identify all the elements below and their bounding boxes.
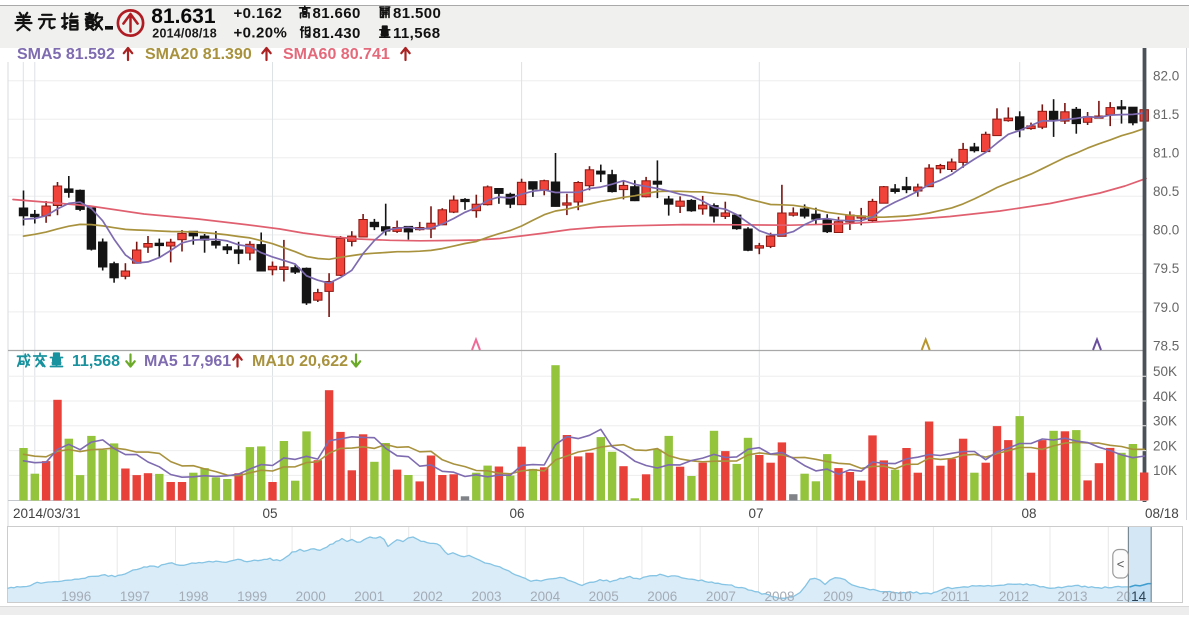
svg-text:79.5: 79.5 bbox=[1153, 261, 1179, 276]
svg-text:81.500: 81.500 bbox=[393, 5, 441, 22]
svg-text:1999: 1999 bbox=[237, 589, 267, 604]
svg-text:20K: 20K bbox=[1153, 438, 1177, 453]
svg-text:1997: 1997 bbox=[120, 589, 150, 604]
svg-text:SMA20 81.390: SMA20 81.390 bbox=[145, 46, 252, 63]
svg-text:81.5: 81.5 bbox=[1153, 107, 1179, 122]
svg-text:06: 06 bbox=[509, 506, 524, 521]
svg-text:11,568: 11,568 bbox=[72, 353, 120, 370]
svg-text:11,568: 11,568 bbox=[393, 25, 440, 42]
svg-text:2005: 2005 bbox=[589, 589, 619, 604]
svg-text:14: 14 bbox=[1131, 589, 1147, 604]
svg-text:80.5: 80.5 bbox=[1153, 184, 1179, 199]
svg-text:10K: 10K bbox=[1153, 463, 1177, 478]
svg-text:80.0: 80.0 bbox=[1153, 223, 1179, 238]
svg-text:81.430: 81.430 bbox=[313, 25, 361, 42]
svg-text:SMA5 81.592: SMA5 81.592 bbox=[17, 46, 115, 63]
svg-text:2014/03/31: 2014/03/31 bbox=[13, 506, 81, 521]
svg-text:50K: 50K bbox=[1153, 364, 1177, 379]
svg-text:1998: 1998 bbox=[178, 589, 208, 604]
svg-text:MA10 20,622: MA10 20,622 bbox=[252, 353, 348, 370]
svg-text:2002: 2002 bbox=[413, 589, 443, 604]
svg-text:SMA60 80.741: SMA60 80.741 bbox=[283, 46, 390, 63]
svg-text:2007: 2007 bbox=[706, 589, 736, 604]
svg-text:20: 20 bbox=[1116, 589, 1131, 604]
svg-text:05: 05 bbox=[262, 506, 277, 521]
svg-text:1996: 1996 bbox=[61, 589, 91, 604]
svg-text:2010: 2010 bbox=[882, 589, 912, 604]
svg-text:08/18: 08/18 bbox=[1145, 506, 1179, 521]
svg-text:08: 08 bbox=[1021, 506, 1036, 521]
svg-text:2011: 2011 bbox=[941, 589, 970, 604]
svg-text:2004: 2004 bbox=[530, 589, 561, 604]
svg-text:07: 07 bbox=[748, 506, 763, 521]
svg-text:2008: 2008 bbox=[764, 589, 794, 604]
svg-text:<: < bbox=[1117, 557, 1125, 572]
svg-text:81.631: 81.631 bbox=[151, 5, 216, 28]
svg-text:79.0: 79.0 bbox=[1153, 300, 1179, 315]
svg-text:2012: 2012 bbox=[999, 589, 1029, 604]
svg-text:2013: 2013 bbox=[1057, 589, 1087, 604]
svg-text:+0.162: +0.162 bbox=[234, 5, 283, 22]
svg-text:2014/08/18: 2014/08/18 bbox=[152, 27, 217, 41]
svg-text:81.0: 81.0 bbox=[1153, 146, 1179, 161]
svg-text:81.660: 81.660 bbox=[313, 5, 361, 22]
svg-text:2000: 2000 bbox=[296, 589, 326, 604]
svg-text:2009: 2009 bbox=[823, 589, 853, 604]
svg-text:2006: 2006 bbox=[647, 589, 677, 604]
svg-text:+0.20%: +0.20% bbox=[234, 25, 288, 42]
svg-text:MA5 17,961: MA5 17,961 bbox=[144, 353, 231, 370]
svg-text:2003: 2003 bbox=[471, 589, 501, 604]
svg-text:78.5: 78.5 bbox=[1153, 338, 1179, 353]
svg-text:2001: 2001 bbox=[354, 589, 384, 604]
svg-text:82.0: 82.0 bbox=[1153, 69, 1179, 84]
svg-text:40K: 40K bbox=[1153, 389, 1177, 404]
svg-text:30K: 30K bbox=[1153, 414, 1177, 429]
